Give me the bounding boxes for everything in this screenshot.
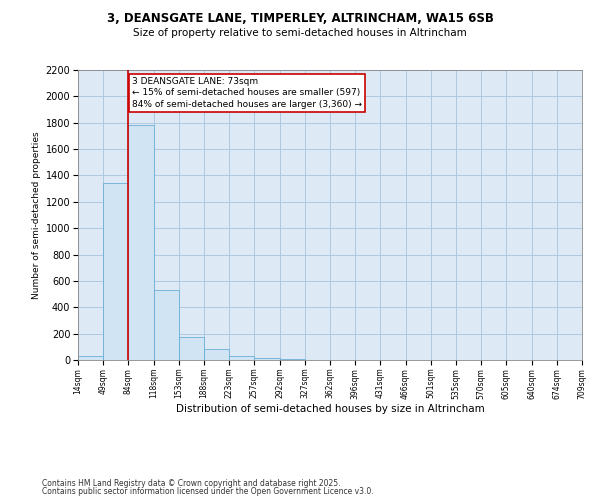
- X-axis label: Distribution of semi-detached houses by size in Altrincham: Distribution of semi-detached houses by …: [176, 404, 484, 414]
- Text: 3 DEANSGATE LANE: 73sqm
← 15% of semi-detached houses are smaller (597)
84% of s: 3 DEANSGATE LANE: 73sqm ← 15% of semi-de…: [132, 76, 362, 109]
- Bar: [280, 358, 305, 360]
- Y-axis label: Number of semi-detached properties: Number of semi-detached properties: [32, 131, 41, 299]
- Bar: [204, 349, 229, 360]
- Bar: [254, 358, 280, 360]
- Bar: [179, 337, 204, 360]
- Text: Size of property relative to semi-detached houses in Altrincham: Size of property relative to semi-detach…: [133, 28, 467, 38]
- Bar: [154, 290, 179, 360]
- Bar: [78, 356, 103, 360]
- Text: Contains public sector information licensed under the Open Government Licence v3: Contains public sector information licen…: [42, 487, 374, 496]
- Bar: [103, 184, 128, 360]
- Bar: [128, 126, 154, 360]
- Bar: [229, 356, 254, 360]
- Text: Contains HM Land Registry data © Crown copyright and database right 2025.: Contains HM Land Registry data © Crown c…: [42, 478, 341, 488]
- Text: 3, DEANSGATE LANE, TIMPERLEY, ALTRINCHAM, WA15 6SB: 3, DEANSGATE LANE, TIMPERLEY, ALTRINCHAM…: [107, 12, 493, 26]
